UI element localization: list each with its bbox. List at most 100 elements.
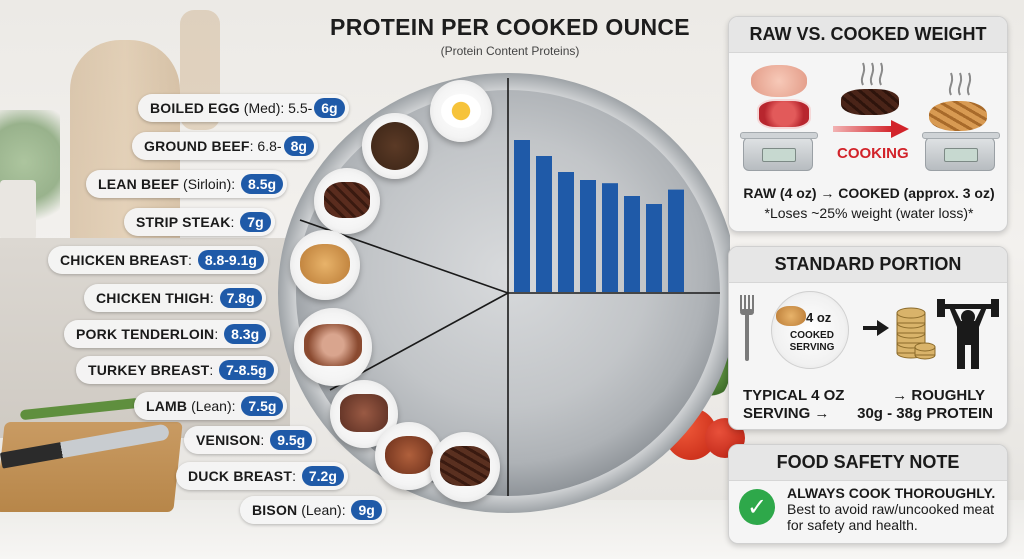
raw-steak-icon bbox=[757, 99, 811, 129]
typical-serving-line-2: SERVING → bbox=[743, 405, 830, 422]
protein-prefix: : bbox=[230, 214, 235, 230]
protein-label-lamb: LAMB (Lean): 7.5g bbox=[134, 392, 288, 420]
protein-name: BISON bbox=[252, 502, 298, 518]
chicken-icon bbox=[300, 244, 350, 284]
arrow-right-icon bbox=[863, 320, 889, 336]
water-loss-note: *Loses ~25% weight (water loss)* bbox=[764, 205, 974, 221]
protein-label-lean-beef: LEAN BEEF (Sirloin): 8.5g bbox=[86, 170, 288, 198]
raw-chicken-icon bbox=[751, 65, 807, 97]
bar-5 bbox=[602, 183, 618, 292]
page-title: PROTEIN PER COOKED OUNCE bbox=[330, 14, 690, 40]
protein-prefix: : bbox=[260, 432, 265, 448]
pork-icon bbox=[304, 324, 362, 366]
protein-name: TURKEY BREAST bbox=[88, 362, 210, 378]
protein-label-duck-breast: DUCK BREAST: 7.2g bbox=[176, 462, 348, 490]
protein-value: 9.5g bbox=[270, 430, 313, 450]
bison-icon bbox=[440, 446, 490, 486]
protein-value: 8.5g bbox=[241, 174, 284, 194]
protein-name: CHICKEN THIGH bbox=[96, 290, 210, 306]
protein-value: 8.8-9.1g bbox=[197, 250, 264, 270]
protein-prefix: : bbox=[209, 362, 214, 378]
protein-label-pork-tenderloin: PORK TENDERLOIN: 8.3g bbox=[64, 320, 271, 348]
protein-name: LEAN BEEF bbox=[98, 176, 180, 192]
scale-icon bbox=[922, 132, 1000, 171]
steam-icon bbox=[948, 72, 972, 96]
arrow-right-icon bbox=[833, 120, 909, 138]
cooking-label: COOKING bbox=[837, 145, 909, 162]
protein-value: 9g bbox=[351, 500, 382, 520]
cooked-steak-icon bbox=[841, 89, 899, 115]
scale-icon bbox=[740, 132, 818, 171]
lamb-chop-icon bbox=[340, 394, 388, 432]
bar-series bbox=[514, 140, 684, 292]
protein-label-turkey-breast: TURKEY BREAST: 7-8.5g bbox=[76, 356, 278, 384]
protein-value: 7-8.5g bbox=[219, 360, 274, 380]
protein-label-chicken-breast: CHICKEN BREAST: 8.8-9.1g bbox=[48, 246, 268, 274]
protein-name: VENISON bbox=[196, 432, 261, 448]
protein-prefix: : bbox=[214, 326, 219, 342]
protein-name: LAMB bbox=[146, 398, 188, 414]
pot-background bbox=[0, 180, 36, 240]
protein-value: 7.2g bbox=[301, 466, 344, 486]
protein-value: 8.3g bbox=[224, 324, 267, 344]
protein-prefix: : 5.5- bbox=[280, 100, 313, 116]
egg-icon bbox=[441, 94, 481, 128]
typical-serving-line-1: TYPICAL 4 OZ bbox=[743, 387, 845, 404]
result-line-1: → ROUGHLY bbox=[892, 387, 985, 404]
bowl-ground-beef bbox=[362, 113, 428, 179]
bowl-steak bbox=[314, 168, 380, 234]
page-subtitle: (Protein Content Proteins) bbox=[440, 44, 580, 58]
protein-label-strip-steak: STRIP STEAK: 7g bbox=[124, 208, 275, 236]
protein-name: CHICKEN BREAST bbox=[60, 252, 189, 268]
raw-cooked-line: RAW (4 oz) → COOKED (approx. 3 oz) bbox=[743, 185, 995, 201]
bowl-bison bbox=[430, 432, 500, 502]
protein-label-boiled-egg: BOILED EGG (Med): 5.5- 6g bbox=[138, 94, 349, 122]
bowl-boiled-egg bbox=[430, 80, 492, 142]
panel-title: STANDARD PORTION bbox=[729, 247, 1007, 283]
protein-prefix: : bbox=[209, 290, 214, 306]
protein-qualifier: (Sirloin) bbox=[183, 176, 232, 192]
protein-label-ground-beef: GROUND BEEF: 6.8- 8g bbox=[132, 132, 318, 160]
bar-6 bbox=[624, 196, 640, 292]
protein-prefix: : 6.8- bbox=[249, 138, 282, 154]
portion-weight: 4 oz bbox=[806, 310, 832, 325]
protein-prefix: : bbox=[231, 398, 236, 414]
protein-prefix: : bbox=[292, 468, 296, 484]
protein-label-venison: VENISON: 9.5g bbox=[184, 426, 317, 454]
bar-8 bbox=[668, 189, 684, 292]
portion-label: COOKED SERVING bbox=[789, 330, 835, 353]
protein-value: 8g bbox=[283, 136, 314, 156]
food-safety-panel: FOOD SAFETY NOTE ✓ ALWAYS COOK THOROUGHL… bbox=[728, 444, 1008, 544]
protein-qualifier: (Med) bbox=[243, 100, 281, 116]
chicken-icon bbox=[776, 306, 806, 326]
bar-3 bbox=[558, 172, 574, 292]
bar-2 bbox=[536, 156, 552, 292]
protein-name: PORK TENDERLOIN bbox=[76, 326, 215, 342]
protein-qualifier: (Lean) bbox=[191, 398, 232, 414]
steak-icon bbox=[324, 182, 370, 218]
weightlifter-icon bbox=[937, 299, 999, 369]
protein-qualifier: (Lean) bbox=[301, 502, 342, 518]
bar-4 bbox=[580, 180, 596, 292]
duck-icon bbox=[385, 436, 433, 474]
protein-label-bison: BISON (Lean): 9g bbox=[240, 496, 386, 524]
protein-prefix: : bbox=[231, 176, 236, 192]
cooked-chicken-icon bbox=[929, 101, 987, 131]
checkmark-icon: ✓ bbox=[739, 489, 775, 525]
fork-icon bbox=[740, 295, 754, 361]
steam-icon bbox=[860, 62, 884, 86]
protein-value: 7g bbox=[240, 212, 271, 232]
protein-value: 7.8g bbox=[219, 288, 262, 308]
protein-name: STRIP STEAK bbox=[136, 214, 231, 230]
result-line-2: 30g - 38g PROTEIN bbox=[857, 405, 993, 422]
safety-body: Best to avoid raw/uncooked meat for safe… bbox=[787, 501, 995, 533]
standard-portion-panel: STANDARD PORTION 4 oz COOKED SERVING bbox=[728, 246, 1008, 430]
safety-headline: ALWAYS COOK THOROUGHLY. bbox=[787, 485, 996, 501]
bowl-chicken-breast bbox=[290, 230, 360, 300]
protein-prefix: : bbox=[341, 502, 346, 518]
panel-title: FOOD SAFETY NOTE bbox=[729, 445, 1007, 481]
coins-icon bbox=[896, 307, 936, 360]
protein-label-chicken-thigh: CHICKEN THIGH: 7.8g bbox=[84, 284, 266, 312]
protein-name: DUCK BREAST bbox=[188, 468, 293, 484]
ground-beef-icon bbox=[371, 122, 419, 170]
